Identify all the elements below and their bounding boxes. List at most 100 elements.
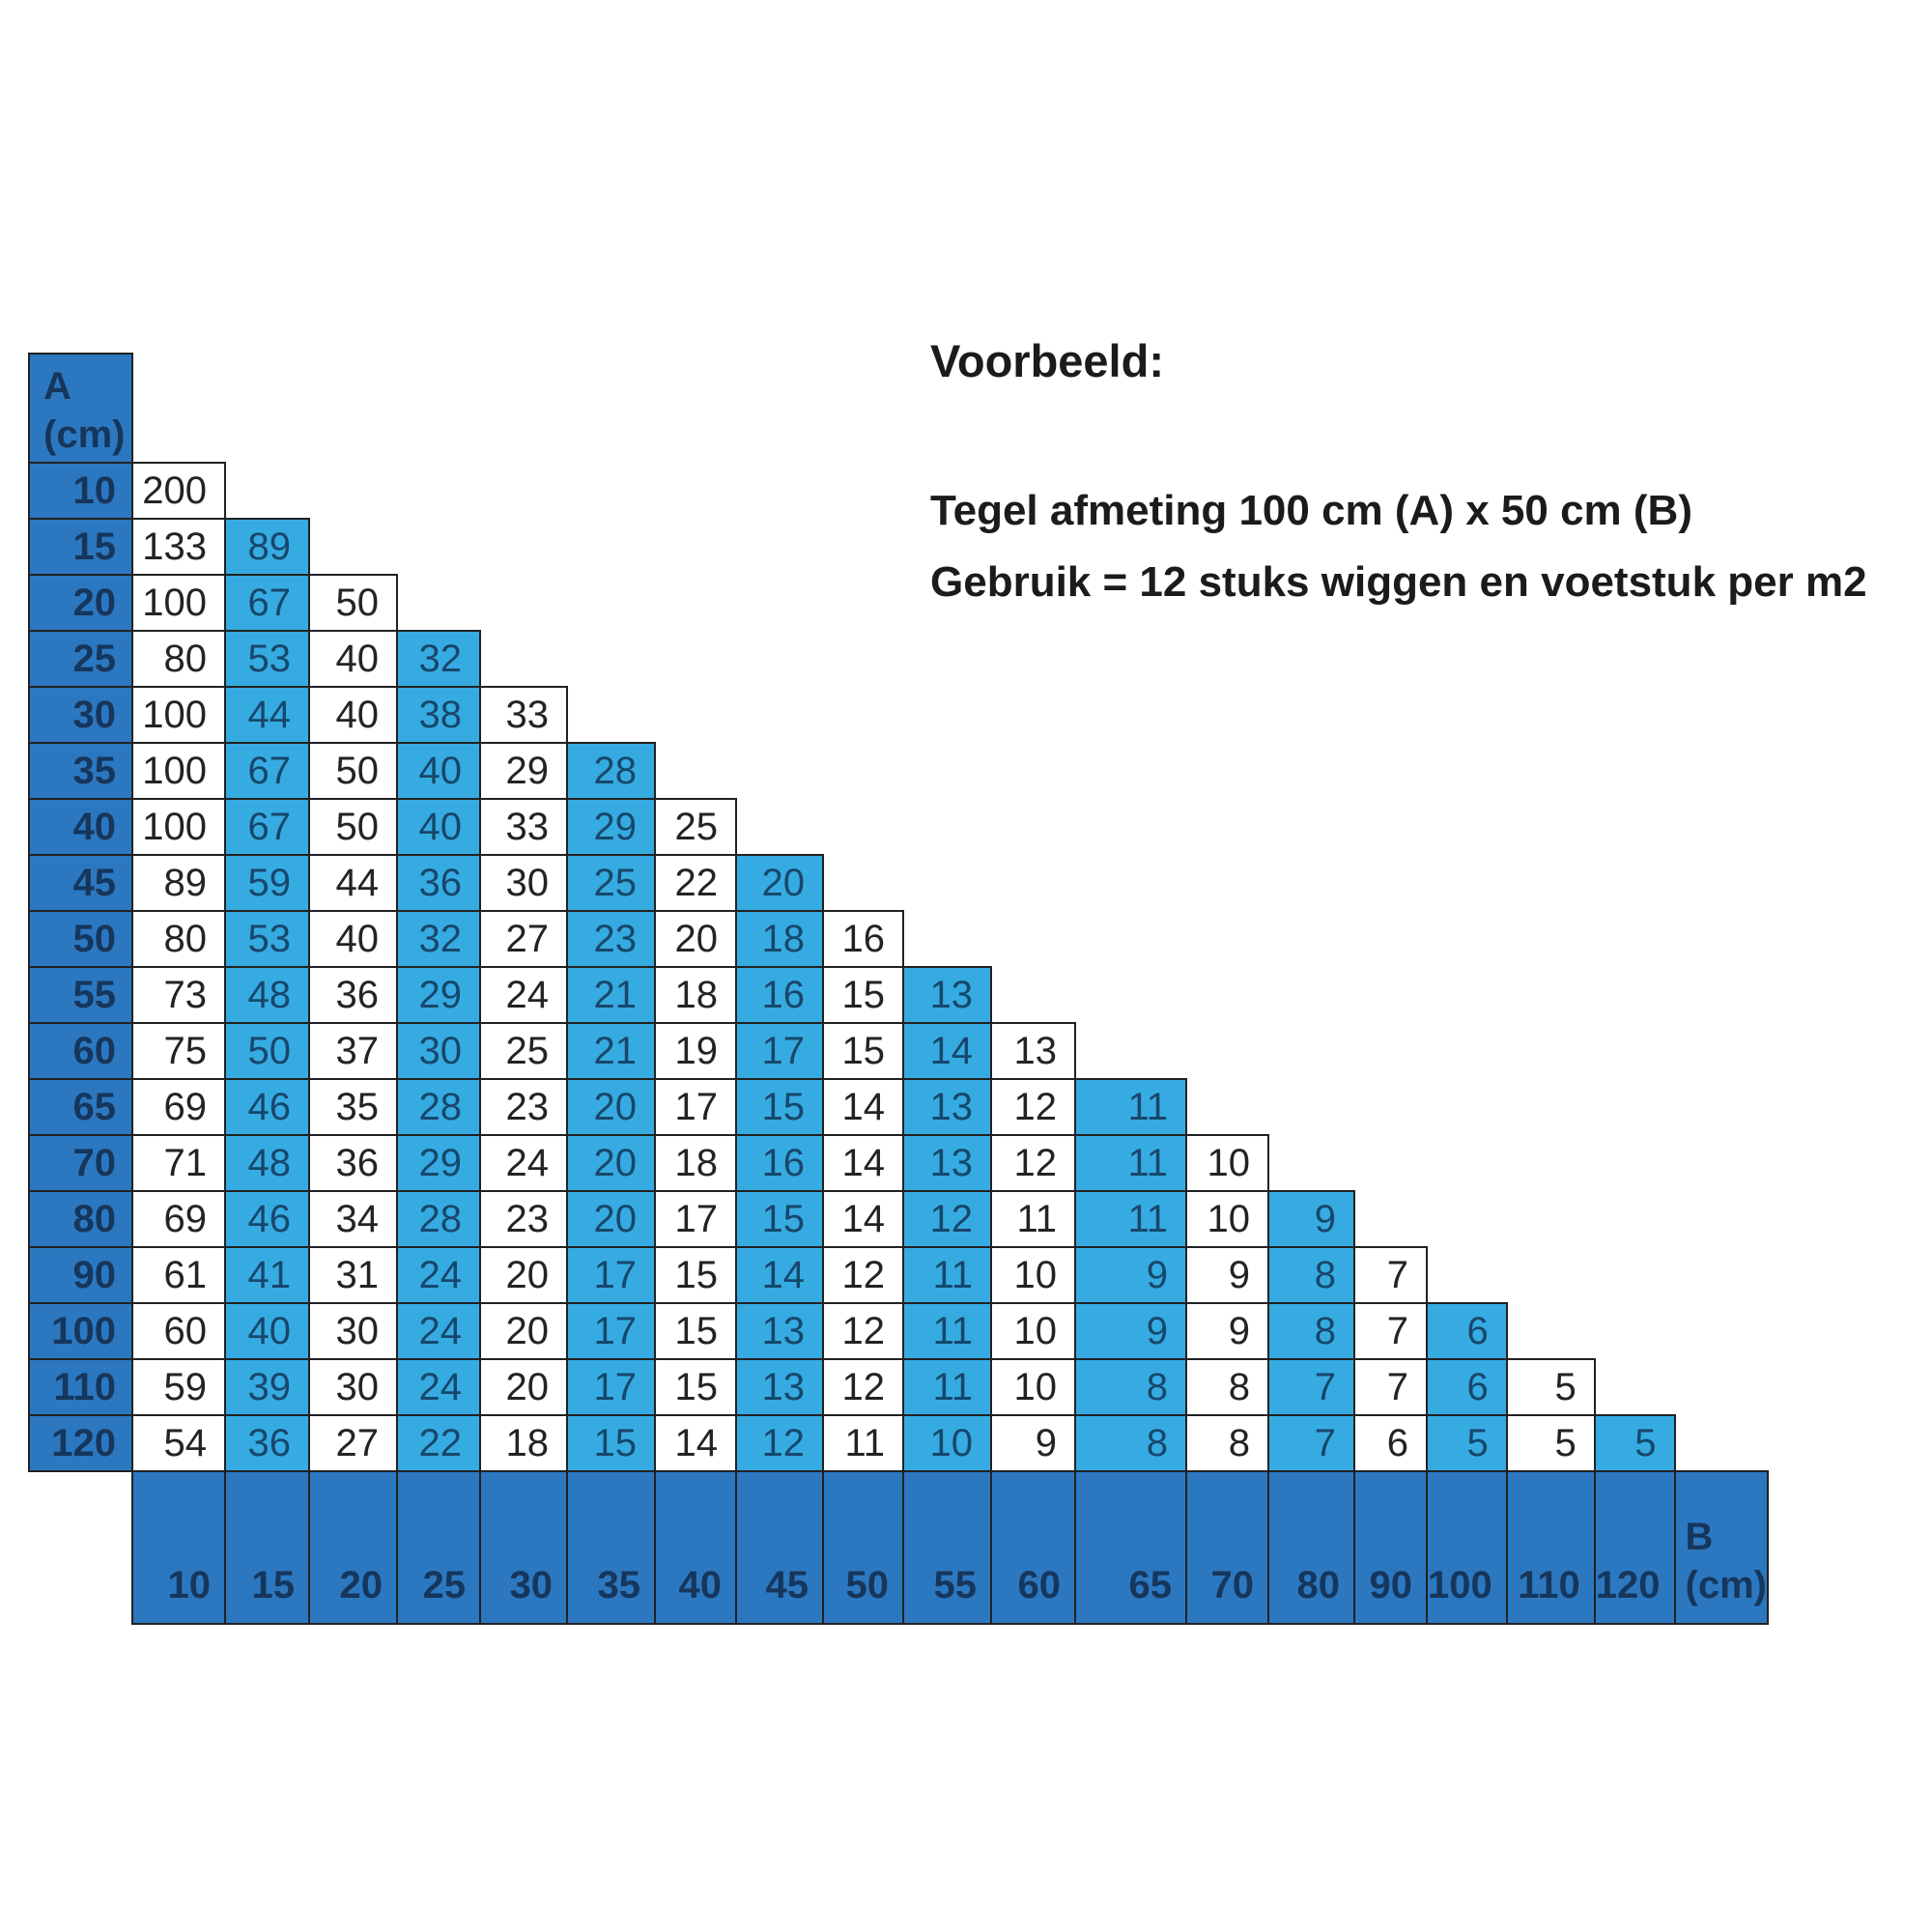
value-cell: 11	[902, 1302, 992, 1360]
value-cell: 15	[654, 1246, 737, 1304]
value-cell: 27	[479, 910, 568, 968]
b-axis-label-line: (cm)	[1685, 1564, 1767, 1606]
value-cell: 30	[308, 1302, 398, 1360]
value-cell: 15	[735, 1078, 824, 1136]
value-cell: 46	[224, 1190, 310, 1248]
value-cell: 32	[396, 630, 481, 688]
value-cell: 9	[1185, 1302, 1269, 1360]
col-header: 45	[735, 1470, 824, 1625]
value-cell: 22	[396, 1414, 481, 1472]
row-header: 100	[28, 1302, 133, 1360]
value-cell: 50	[308, 574, 398, 632]
col-header: 20	[308, 1470, 398, 1625]
row-header: 15	[28, 518, 133, 576]
value-cell: 16	[822, 910, 904, 968]
row-header: 90	[28, 1246, 133, 1304]
table-row: 55 73 48 36 29 24 21 18 16 15 13	[28, 966, 1768, 1024]
table-row: 10 200	[28, 462, 1768, 520]
value-cell: 24	[396, 1302, 481, 1360]
row-header: 40	[28, 798, 133, 856]
value-cell: 18	[479, 1414, 568, 1472]
col-header: 55	[902, 1470, 992, 1625]
value-cell: 50	[308, 742, 398, 800]
usage-table: A (cm) 10 200 15 133 89 20 100 67 50 25 80 53 40 32 30 10…	[28, 353, 1769, 1625]
value-cell: 8	[1074, 1358, 1187, 1416]
value-cell: 54	[131, 1414, 226, 1472]
value-cell: 15	[654, 1358, 737, 1416]
col-header: 50	[822, 1470, 904, 1625]
value-cell: 15	[822, 1022, 904, 1080]
value-cell: 25	[479, 1022, 568, 1080]
value-cell: 14	[902, 1022, 992, 1080]
value-cell: 29	[396, 966, 481, 1024]
col-header: 30	[479, 1470, 568, 1625]
value-cell: 20	[479, 1246, 568, 1304]
value-cell: 10	[990, 1302, 1076, 1360]
value-cell: 50	[224, 1022, 310, 1080]
value-cell: 11	[902, 1246, 992, 1304]
value-cell: 32	[396, 910, 481, 968]
row-header: 65	[28, 1078, 133, 1136]
value-cell: 44	[224, 686, 310, 744]
value-cell: 30	[479, 854, 568, 912]
value-cell: 60	[131, 1302, 226, 1360]
value-cell: 29	[479, 742, 568, 800]
value-cell: 18	[735, 910, 824, 968]
value-cell: 7	[1267, 1358, 1355, 1416]
value-cell: 17	[566, 1358, 656, 1416]
value-cell: 23	[479, 1078, 568, 1136]
value-cell: 20	[479, 1358, 568, 1416]
value-cell: 5	[1505, 1414, 1596, 1472]
value-cell: 13	[902, 966, 992, 1024]
value-cell: 36	[224, 1414, 310, 1472]
value-cell: 34	[308, 1190, 398, 1248]
value-cell: 13	[990, 1022, 1076, 1080]
value-cell: 11	[1074, 1134, 1187, 1192]
value-cell: 73	[131, 966, 226, 1024]
example-line-2: Gebruik = 12 stuks wiggen en voetstuk pe…	[930, 558, 1867, 606]
value-cell: 9	[1074, 1246, 1187, 1304]
value-cell: 19	[654, 1022, 737, 1080]
value-cell: 20	[479, 1302, 568, 1360]
value-cell: 6	[1353, 1414, 1428, 1472]
value-cell: 38	[396, 686, 481, 744]
value-cell: 40	[224, 1302, 310, 1360]
value-cell: 100	[131, 686, 226, 744]
value-cell: 8	[1185, 1414, 1269, 1472]
value-cell: 75	[131, 1022, 226, 1080]
value-cell: 8	[1267, 1302, 1355, 1360]
col-header: 70	[1185, 1470, 1269, 1625]
value-cell: 12	[735, 1414, 824, 1472]
value-cell: 59	[224, 854, 310, 912]
value-cell: 11	[1074, 1078, 1187, 1136]
value-cell: 18	[654, 1134, 737, 1192]
value-cell: 12	[822, 1246, 904, 1304]
table-row: 30 100 44 40 38 33	[28, 686, 1768, 744]
value-cell: 39	[224, 1358, 310, 1416]
value-cell: 69	[131, 1190, 226, 1248]
row-header: 10	[28, 462, 133, 520]
value-cell: 80	[131, 910, 226, 968]
value-cell: 5	[1505, 1358, 1596, 1416]
value-cell: 44	[308, 854, 398, 912]
table-row: 45 89 59 44 36 30 25 22 20	[28, 854, 1768, 912]
table-row: 65 69 46 35 28 23 20 17 15 14 13 12 11	[28, 1078, 1768, 1136]
value-cell: 89	[131, 854, 226, 912]
value-cell: 22	[654, 854, 737, 912]
row-header: 70	[28, 1134, 133, 1192]
row-header: 35	[28, 742, 133, 800]
value-cell: 61	[131, 1246, 226, 1304]
value-cell: 50	[308, 798, 398, 856]
value-cell: 30	[396, 1022, 481, 1080]
value-cell: 6	[1426, 1358, 1508, 1416]
row-header: 110	[28, 1358, 133, 1416]
value-cell: 9	[1185, 1246, 1269, 1304]
row-header: 20	[28, 574, 133, 632]
value-cell: 18	[654, 966, 737, 1024]
value-cell: 9	[1074, 1302, 1187, 1360]
row-header: 30	[28, 686, 133, 744]
value-cell: 21	[566, 966, 656, 1024]
b-axis-label-line: B	[1685, 1516, 1714, 1558]
value-cell: 20	[566, 1134, 656, 1192]
col-header: 80	[1267, 1470, 1355, 1625]
